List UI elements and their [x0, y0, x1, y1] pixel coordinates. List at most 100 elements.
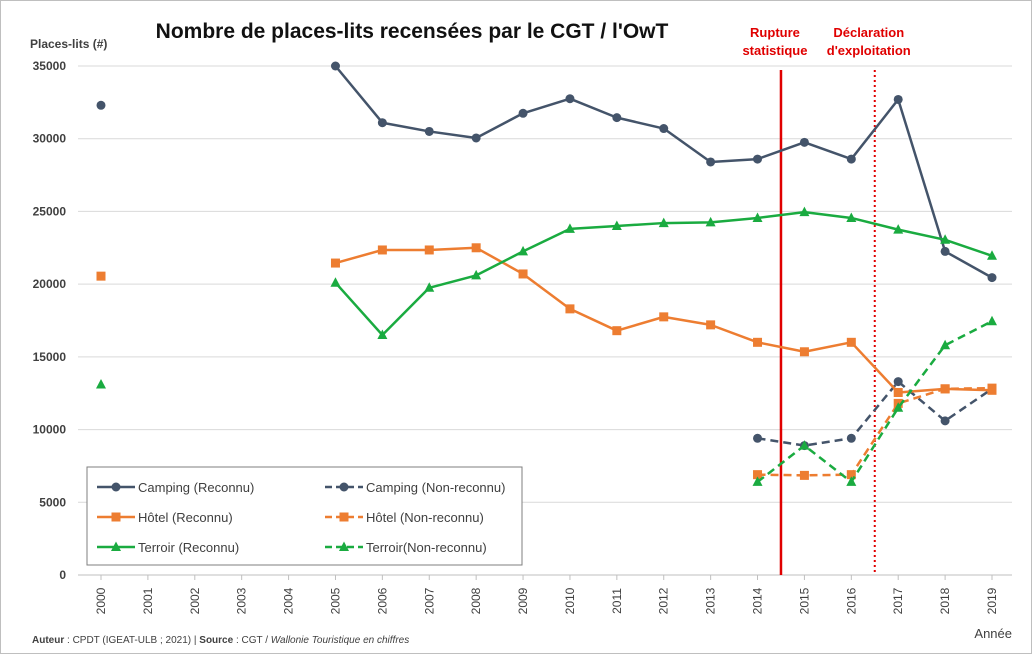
x-tick-label: 2008 [469, 587, 483, 614]
chart-title: Nombre de places-lits recensées par le C… [156, 20, 669, 43]
series-line [756, 320, 993, 484]
x-tick-label: 2009 [516, 587, 530, 614]
marker [330, 258, 340, 268]
x-tick-label: 2010 [563, 587, 577, 614]
marker [846, 433, 856, 443]
marker [424, 282, 435, 292]
marker [565, 304, 575, 314]
x-tick-label: 2017 [891, 587, 905, 614]
marker [659, 124, 669, 134]
y-tick-label: 5000 [39, 495, 66, 509]
marker [893, 387, 903, 397]
legend-label: Terroir(Non-reconnu) [366, 540, 487, 555]
y-tick-label: 20000 [33, 277, 67, 291]
legend: Camping (Reconnu) Camping (Non-reconnu) Hô… [86, 466, 523, 566]
x-tick-label: 2013 [704, 587, 718, 614]
marker [799, 470, 809, 480]
marker [940, 339, 951, 350]
annotation-text: Déclaration [833, 25, 904, 40]
marker [987, 383, 997, 393]
marker [565, 94, 575, 104]
marker [471, 243, 481, 253]
marker [893, 224, 904, 234]
marker [753, 154, 763, 164]
marker [96, 271, 106, 281]
footer: Auteur : CPDT (IGEAT-ULB ; 2021) | Sourc… [32, 635, 409, 646]
legend-label: Camping (Non-reconnu) [366, 480, 505, 495]
marker [893, 94, 903, 104]
footer-author-label: Auteur [32, 635, 64, 646]
marker [518, 108, 528, 118]
marker [518, 245, 529, 256]
marker [658, 217, 669, 228]
marker [846, 212, 857, 222]
y-tick-label: 0 [59, 568, 66, 582]
marker [987, 250, 997, 260]
marker [752, 212, 763, 222]
x-tick-label: 2016 [844, 587, 858, 614]
marker [612, 113, 622, 123]
marker [377, 245, 387, 255]
marker [893, 377, 903, 387]
marker [799, 137, 809, 147]
x-tick-label: 2006 [375, 587, 389, 614]
marker [799, 440, 810, 450]
marker [846, 470, 856, 480]
x-tick-label: 2001 [141, 587, 155, 614]
legend-label: Camping (Reconnu) [138, 480, 254, 495]
x-tick-label: 2007 [422, 587, 436, 614]
marker [846, 154, 856, 164]
legend-box [86, 466, 523, 566]
legend-label: Hôtel (Reconnu) [138, 510, 233, 525]
marker [111, 512, 121, 522]
marker [339, 482, 349, 492]
marker [96, 378, 106, 389]
annotation-text: d'exploitation [827, 43, 911, 58]
marker [339, 512, 349, 522]
y-axis-label: Places-lits (#) [30, 37, 107, 51]
x-tick-label: 2000 [94, 587, 108, 614]
series-line [757, 386, 993, 477]
marker [330, 277, 341, 287]
marker [705, 216, 716, 227]
marker [940, 246, 950, 256]
marker [706, 320, 716, 330]
series-line [757, 380, 993, 447]
x-tick-label: 2014 [751, 587, 765, 614]
marker [846, 476, 857, 486]
x-tick-label: 2012 [657, 587, 671, 614]
marker [940, 384, 950, 394]
marker [377, 118, 387, 128]
footer-source-label: Source [199, 635, 233, 646]
marker [564, 223, 575, 233]
x-tick-label: 2004 [282, 587, 296, 614]
marker [940, 234, 951, 244]
marker [987, 273, 997, 283]
marker [471, 269, 482, 280]
marker [612, 326, 622, 336]
marker [611, 220, 622, 230]
marker [846, 337, 856, 347]
marker [752, 476, 763, 486]
annotation-text: Rupture [750, 25, 800, 40]
footer-source: : CGT / [233, 635, 271, 646]
y-tick-label: 10000 [33, 423, 67, 437]
legend-label: Hôtel (Non-reconnu) [366, 510, 484, 525]
x-tick-label: 2015 [797, 587, 811, 614]
y-tick-label: 25000 [33, 204, 67, 218]
marker [339, 541, 349, 551]
marker [706, 157, 716, 167]
y-tick-label: 30000 [33, 132, 67, 146]
marker [753, 470, 763, 480]
annotation-text: statistique [742, 43, 807, 58]
marker [799, 206, 810, 217]
marker [518, 269, 528, 279]
marker [940, 416, 950, 426]
marker [471, 133, 481, 143]
x-tick-label: 2018 [938, 587, 952, 614]
marker [799, 347, 809, 357]
footer-author: : CPDT (IGEAT-ULB ; 2021) | [64, 635, 199, 646]
legend-label: Terroir (Reconnu) [138, 540, 239, 555]
y-tick-label: 35000 [33, 59, 67, 73]
